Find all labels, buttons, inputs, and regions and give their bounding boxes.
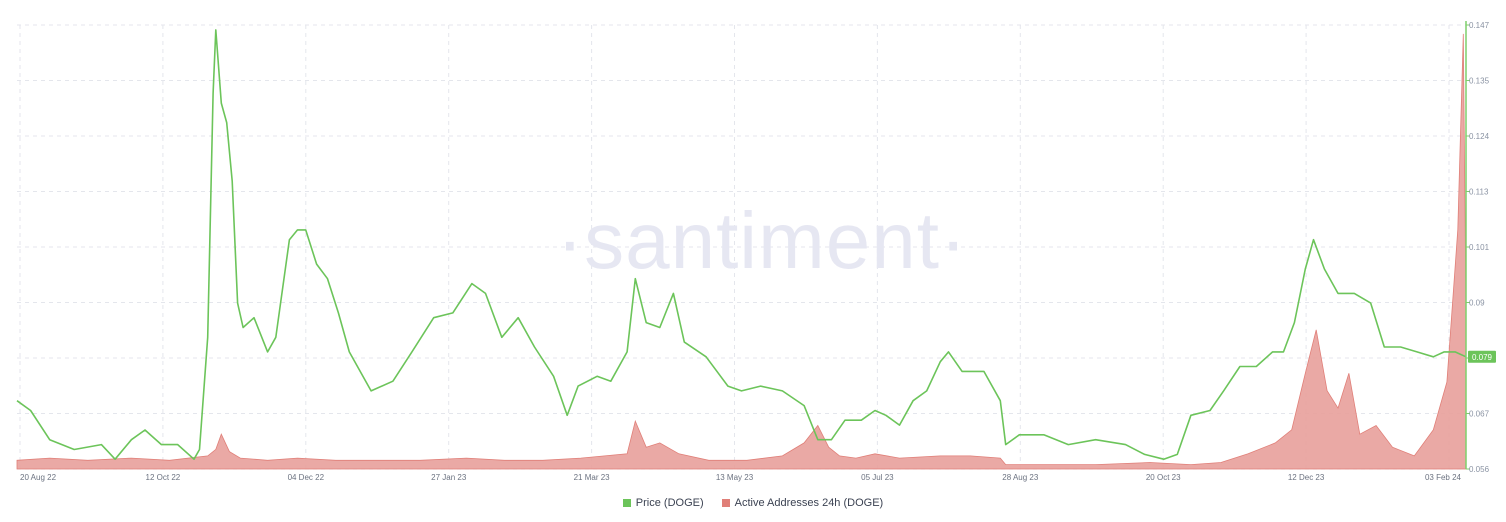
watermark: ·santiment·	[556, 196, 967, 285]
legend-item-price[interactable]: Price (DOGE)	[622, 497, 704, 509]
y-tick-label: 0.113	[1469, 188, 1489, 197]
y-tick-label: 0.067	[1469, 410, 1490, 419]
x-tick-label: 20 Oct 23	[1146, 473, 1181, 482]
chart-ticks: 0.147 0.135 0.124 0.113 0.101 0.09 0.079 0.067 0…	[20, 21, 1496, 482]
chart-legend: Price (DOGE) Active Addresses 24h (DOGE)	[0, 497, 1506, 509]
x-tick-label: 28 Aug 23	[1002, 473, 1039, 482]
x-tick-label: 05 Jul 23	[861, 473, 894, 482]
x-tick-label: 12 Oct 22	[146, 473, 181, 482]
price-line	[16, 29, 1467, 460]
y-tick-label: 0.147	[1469, 21, 1490, 30]
y-tick-label: 0.056	[1469, 465, 1490, 474]
legend-label-price: Price (DOGE)	[635, 497, 704, 509]
x-tick-label: 20 Aug 22	[20, 473, 57, 482]
x-tick-label: 21 Mar 23	[574, 473, 611, 482]
legend-label-active-addresses: Active Addresses 24h (DOGE)	[734, 497, 884, 509]
legend-swatch-active-addresses	[721, 499, 730, 507]
current-price-label: 0.079	[1472, 353, 1493, 362]
x-tick-label: 13 May 23	[716, 473, 754, 482]
active-addresses-series	[16, 33, 1467, 470]
legend-swatch-price	[622, 499, 631, 507]
y-tick-label: 0.135	[1469, 77, 1490, 86]
y-tick-label: 0.09	[1469, 299, 1485, 308]
x-tick-label: 04 Dec 22	[288, 473, 325, 482]
y-tick-label: 0.124	[1469, 132, 1490, 141]
x-tick-label: 12 Dec 23	[1288, 473, 1325, 482]
price-series	[16, 29, 1467, 460]
legend-item-active-addresses[interactable]: Active Addresses 24h (DOGE)	[721, 497, 884, 509]
x-tick-label: 03 Feb 24	[1425, 473, 1462, 482]
active-addresses-area	[16, 33, 1467, 470]
current-price-badge	[1468, 350, 1496, 363]
x-tick-label: 27 Jan 23	[431, 473, 467, 482]
y-tick-label: 0.101	[1469, 243, 1490, 252]
